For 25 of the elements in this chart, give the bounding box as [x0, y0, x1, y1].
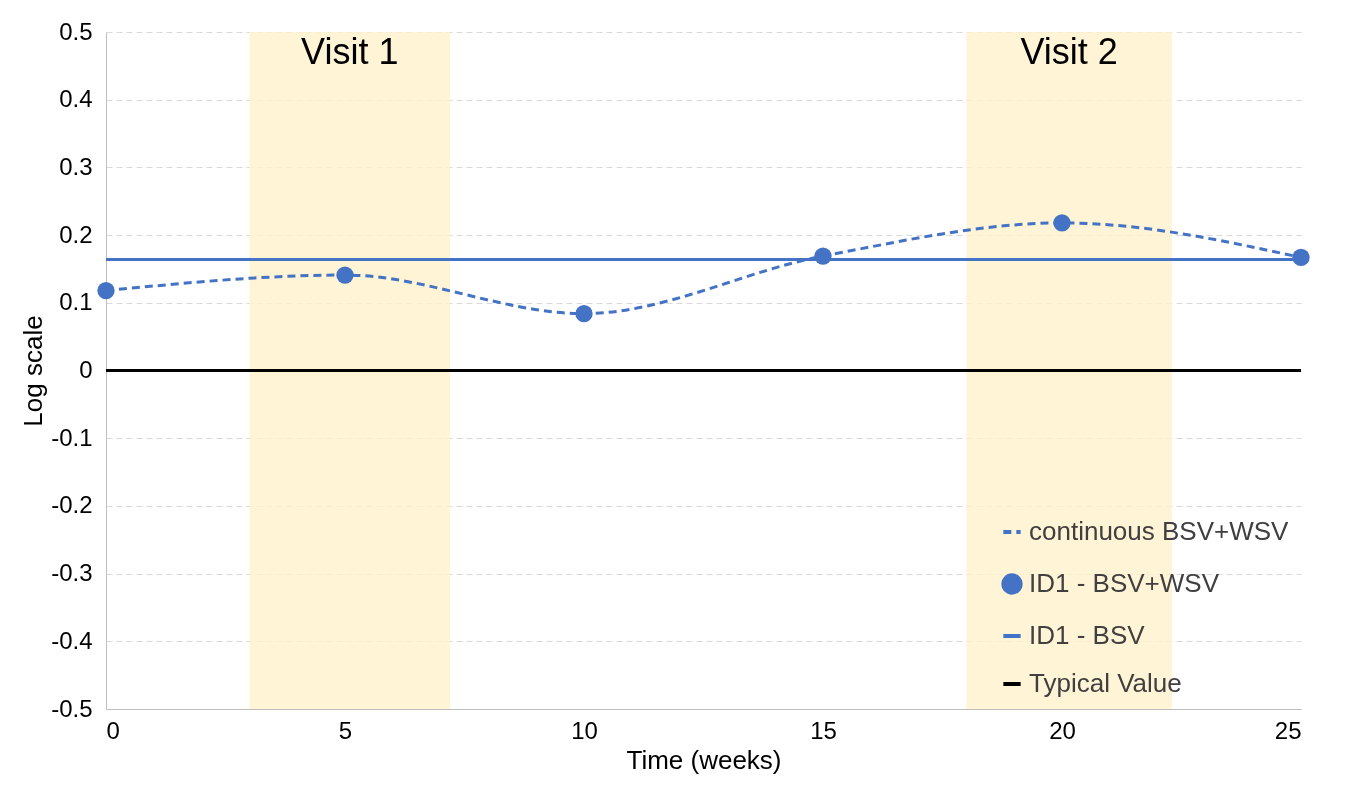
y-tick-label: 0.4 — [59, 85, 93, 113]
x-tick-label: 0 — [106, 716, 120, 744]
x-tick-label: 5 — [338, 716, 353, 744]
y-tick-label: 0.2 — [59, 220, 93, 248]
band-label: Visit 2 — [1020, 31, 1118, 72]
y-tick-label: 0.5 — [59, 17, 93, 45]
x-tick-label: 15 — [810, 716, 837, 744]
legend-label: Typical Value — [1029, 668, 1182, 698]
y-tick-label: -0.1 — [51, 423, 93, 451]
x-axis-title: Time (weeks) — [626, 744, 782, 775]
x-tick-label: 10 — [571, 716, 598, 744]
y-axis-title: Log scale — [18, 315, 49, 427]
legend-label: continuous BSV+WSV — [1029, 516, 1290, 546]
y-tick-label: -0.5 — [51, 694, 93, 722]
legend-label: ID1 - BSV — [1029, 620, 1146, 650]
y-tick-label: 0.3 — [59, 152, 93, 180]
legend-label: ID1 - BSV+WSV — [1029, 568, 1220, 598]
y-tick-label: -0.2 — [51, 491, 93, 519]
y-tick-label: 0.1 — [59, 288, 93, 316]
y-tick-label: -0.4 — [51, 626, 93, 654]
x-tick-label: 25 — [1274, 716, 1302, 744]
y-tick-label: -0.3 — [51, 559, 93, 587]
y-tick-label: 0 — [79, 356, 93, 383]
x-tick-label: 20 — [1049, 716, 1076, 744]
band-label: Visit 1 — [301, 31, 399, 72]
